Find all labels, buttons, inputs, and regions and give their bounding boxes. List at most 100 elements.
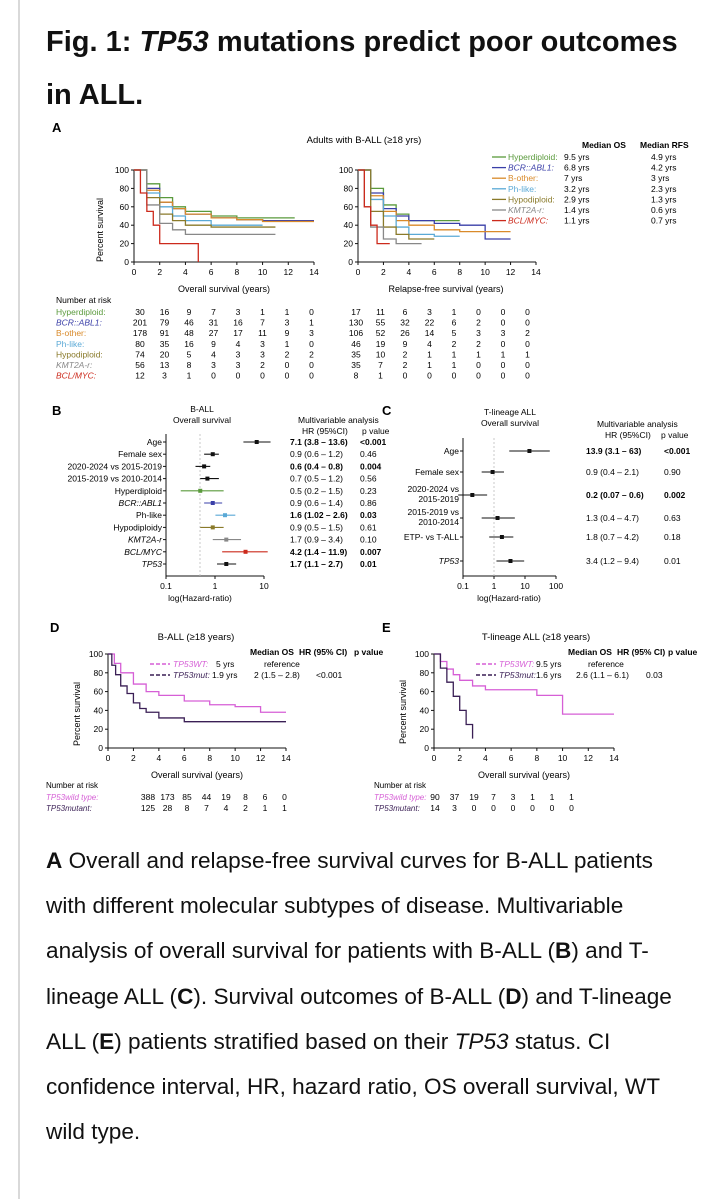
panel-d-risk-wt-value: 19 <box>221 792 231 802</box>
panel-e-risk-wt-value: 37 <box>450 792 460 802</box>
risk-os-kmt2a-r: 0 <box>309 360 314 370</box>
panel-d-xtick-label: 14 <box>281 753 291 763</box>
legend-os-hyperdiploid: 9.5 yrs <box>564 152 590 162</box>
panel-b-point-hyperdiploid <box>198 488 203 493</box>
panel-b-rows: Age 7.1 (3.8 – 13.6) <0.001 Female sex 0.9 (… <box>67 437 386 569</box>
panel-d-xtick-label: 6 <box>182 753 187 763</box>
panel-b-hr-female-sex: 0.9 (0.6 – 1.2) <box>290 449 343 459</box>
panel-a-os-ytick-label: 80 <box>120 183 130 193</box>
panel-e-risk-mut-value: 0 <box>569 803 574 813</box>
panel-e-heading: T-lineage ALL (≥18 years) <box>482 632 590 643</box>
risk-os-b-other: 48 <box>184 328 194 338</box>
risk-os-hypodiploid: 4 <box>211 349 216 359</box>
panel-a-os-curves <box>134 169 314 262</box>
panel-e-risk-wt-value: 90 <box>430 792 440 802</box>
panel-a-rfs-xtick-label: 10 <box>480 267 490 277</box>
panel-d-heading: B-ALL (≥18 years) <box>158 632 235 643</box>
panel-e-risk-wt-value: 1 <box>569 792 574 802</box>
panel-e-xtick-label: 0 <box>432 753 437 763</box>
panel-e-ytick-label: 40 <box>420 705 430 715</box>
panel-c-xtick-label: 100 <box>549 581 563 591</box>
legend-os-kmt2a-r: 1.4 yrs <box>564 205 590 215</box>
panel-b-hr-tp53: 1.7 (1.1 – 2.7) <box>290 559 343 569</box>
risk-rfs-kmt2a-r: 0 <box>501 360 506 370</box>
panel-a-rfs-ytick-label: 40 <box>344 220 354 230</box>
risk-rfs-b-other: 3 <box>476 328 481 338</box>
panel-c-p-2015-2019-vs: 0.63 <box>664 513 681 523</box>
panel-b-point-hypodiploidy <box>210 525 215 530</box>
left-margin-rule <box>18 0 20 1199</box>
panel-e-risk-mut-value: 14 <box>430 803 440 813</box>
risk-rfs-b-other: 106 <box>349 328 363 338</box>
panel-e-risk-wt-value: 7 <box>491 792 496 802</box>
panel-c-xtick-label: 0.1 <box>457 581 469 591</box>
panel-e-risk-mut-label: TP53mutant: <box>374 804 420 813</box>
panel-b-xlabel: log(Hazard-ratio) <box>168 593 232 603</box>
risk-os-ph-like: 9 <box>211 339 216 349</box>
risk-rfs-bcr-abl1: 0 <box>501 318 506 328</box>
panel-b-row-label-female-sex: Female sex <box>118 449 163 459</box>
panel-d-ytick-label: 0 <box>98 743 103 753</box>
panel-e-curves <box>434 653 614 739</box>
panel-d-mut-p: <0.001 <box>316 670 343 680</box>
panel-a-os-xtick-label: 10 <box>258 267 268 277</box>
panel-b-p-hypodiploidy: 0.61 <box>360 522 377 532</box>
panel-e-xlabel: Overall survival (years) <box>478 770 570 780</box>
panel-d-risk-wt-value: 0 <box>282 792 287 802</box>
risk-rfs-bcl-myc: 0 <box>525 371 530 381</box>
panel-e-risk-table: TP53wild type:TP53mutant:90 37 19 7 3 1 1 114 3 0… <box>374 792 574 813</box>
panel-c-hr-tp53: 3.4 (1.2 – 9.4) <box>586 556 639 566</box>
panel-b-axes: 0.1 1 10 <box>160 434 269 591</box>
risk-rfs-hypodiploid: 2 <box>403 349 408 359</box>
panel-e-risk-wt-label: TP53wild type: <box>374 793 426 802</box>
risk-rfs-hypodiploid: 10 <box>376 349 386 359</box>
risk-rfs-b-other: 26 <box>400 328 410 338</box>
panel-d-risk-wt-value: 6 <box>263 792 268 802</box>
panel-b-p-tp53: 0.01 <box>360 559 377 569</box>
caption-gene: TP53 <box>454 1028 509 1054</box>
panel-d-xtick-label: 8 <box>207 753 212 763</box>
panel-e-wt-label: TP53WT: <box>499 659 535 669</box>
caption-letter-e: E <box>99 1028 115 1054</box>
panel-d-mut-os: 1.9 yrs <box>212 670 238 680</box>
panel-c-row-label-female-sex: Female sex <box>415 467 460 477</box>
legend-rfs-kmt2a-r: 0.6 yrs <box>651 205 677 215</box>
panel-a-rfs-curve-hypodiploid <box>358 169 435 240</box>
figure-panels: A Adults with B-ALL (≥18 yrs) Percent su… <box>40 112 718 830</box>
panel-d-xlabel: Overall survival (years) <box>151 770 243 780</box>
panel-a-os-ytick-label: 20 <box>120 239 130 249</box>
panel-a-letter: A <box>52 120 62 135</box>
panel-b-row-label-hyperdiploid: Hyperdiploid <box>115 486 163 496</box>
panel-d-risk-mut-value: 1 <box>282 803 287 813</box>
panel-c-hr-age: 13.9 (3.1 – 63) <box>586 446 641 456</box>
panel-c-point-female-sex <box>490 470 495 474</box>
figure-title: Fig. 1: TP53 mutations predict poor outc… <box>46 26 678 111</box>
risk-rfs-hypodiploid: 1 <box>525 349 530 359</box>
risk-rfs-bcr-abl1: 32 <box>400 318 410 328</box>
risk-os-kmt2a-r: 2 <box>260 360 265 370</box>
legend-label-kmt2a-r: KMT2A-r: <box>508 205 545 215</box>
panel-e-risk-mut-value: 0 <box>472 803 477 813</box>
risk-rfs-b-other: 3 <box>501 328 506 338</box>
panel-d-letter: D <box>50 620 59 635</box>
panel-c-point-2015-2019-vs <box>495 516 500 520</box>
panel-b-row-label-kmt2a-r: KMT2A-r <box>128 535 163 545</box>
panel-d-risk-mut-value: 1 <box>263 803 268 813</box>
risk-rfs-kmt2a-r: 0 <box>525 360 530 370</box>
panel-a-rfs-xtick-label: 0 <box>356 267 361 277</box>
panel-a-rfs-xtick-label: 6 <box>432 267 437 277</box>
risk-os-kmt2a-r: 56 <box>135 360 145 370</box>
legend-rfs-hypodiploid: 1.3 yrs <box>651 194 677 204</box>
panel-e-xtick-label: 8 <box>534 753 539 763</box>
panel-d-risk-mut-value: 8 <box>185 803 190 813</box>
panel-c-row-label-etp-vs-t-all: ETP- vs T-ALL <box>404 532 459 542</box>
panel-b-hr-ph-like: 1.6 (1.02 – 2.6) <box>290 510 348 520</box>
risk-os-hypodiploid: 74 <box>135 349 145 359</box>
risk-os-bcr-abl1: 46 <box>184 318 194 328</box>
panel-a-rfs-xtick-label: 4 <box>406 267 411 277</box>
panel-d-xtick-label: 12 <box>256 753 266 763</box>
panel-c-mv-title: Multivariable analysis <box>597 419 678 429</box>
panel-c-row-label-tp53: TP53 <box>439 556 460 566</box>
panel-e-xtick-label: 4 <box>483 753 488 763</box>
panel-b-p-header: p value <box>362 426 390 436</box>
